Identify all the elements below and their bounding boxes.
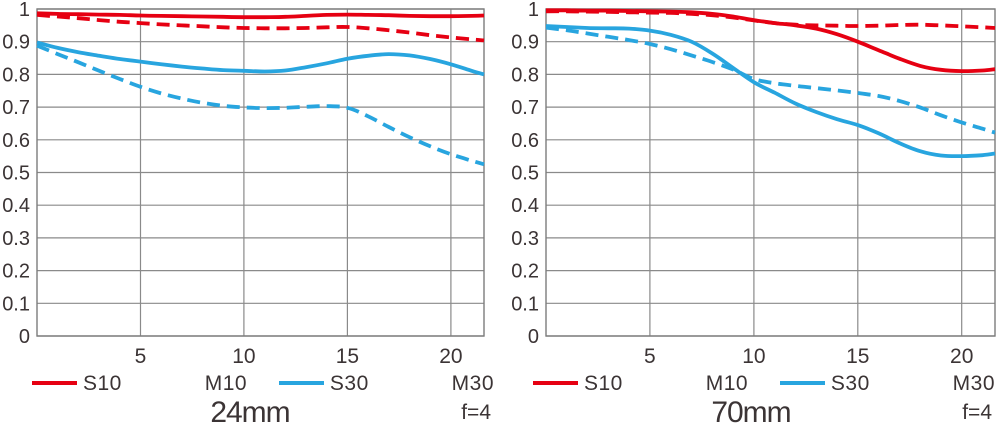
legend-label-s10: S10 [83,371,122,395]
x-tick-label: 20 [439,345,462,368]
legend-swatch-dashed-m10 [154,381,199,385]
y-tick-label: 0.2 [511,261,539,283]
y-tick-label: 0.9 [2,32,30,54]
x-tick-label: 15 [846,345,869,368]
x-tick-label: 20 [950,345,973,368]
legend-item-m10: M10 [655,373,748,394]
y-tick-label: 0.1 [2,293,30,315]
y-tick-label: 0.4 [511,195,539,217]
legend-label-m10: M10 [204,371,248,395]
y-tick-label: 0 [19,326,30,348]
y-tick-label: 0.3 [2,228,30,250]
focal-length-label: 24mm [210,396,290,429]
legend-swatch-solid-s10 [32,381,77,385]
y-tick-label: 0.4 [2,195,30,217]
curve-s10 [545,8,996,74]
legend-label-s10: S10 [584,371,623,395]
y-tick-label: 0.1 [511,293,539,315]
legend-item-s30: S30 [278,371,369,395]
x-tick-label: 15 [336,345,359,368]
legend-label-m30: M30 [952,371,995,395]
legend-label-m10: M10 [705,371,749,395]
legend-swatch-dashed-m30 [401,381,446,385]
legend-70mm: S10 M10 S30 M30 [501,371,1001,395]
y-tick-label: 1 [19,0,30,21]
y-tick-label: 0.3 [511,228,539,250]
y-tick-label: 0.7 [2,97,30,119]
legend-swatch-solid-s10 [533,381,578,385]
caption-70mm: 70mm f=4 [501,396,1001,429]
aperture-label: f=4 [461,401,491,424]
x-tick-label: 10 [232,345,255,368]
curve-s10 [36,11,485,20]
y-tick-label: 0.9 [511,32,539,54]
mtf-chart-24mm: 0 0.1 0.2 0.3 0.4 0.5 0.6 0.7 0.8 0.9 1 5 10 15 20 S10… [0,0,500,429]
plot-area-24mm: 0 0.1 0.2 0.3 0.4 0.5 0.6 0.7 0.8 0.9 1 5 10 15 20 [0,0,500,368]
curve-m30 [36,43,485,167]
plot-border [36,8,485,337]
x-tick-label: 5 [135,345,147,368]
legend-item-m30: M30 [902,373,995,394]
legend-item-m10: M10 [154,373,247,394]
curve-s30 [36,40,485,77]
y-tick-label: 0.6 [2,130,30,152]
y-tick-label: 0.5 [2,163,30,185]
legend-swatch-dashed-m30 [902,381,947,385]
y-tick-label: 0.7 [511,97,539,119]
curve-m10 [545,9,996,30]
y-tick-label: 1 [528,0,539,21]
curve-s30 [545,24,996,159]
curve-m30 [545,25,996,135]
legend-item-s30: S30 [779,371,870,395]
legend-label-s30: S30 [329,371,369,395]
curve-m10 [36,13,485,43]
legend-item-s10: S10 [32,373,122,394]
x-tick-label: 10 [742,345,765,368]
legend-swatch-dashed-m10 [655,381,700,385]
aperture-label: f=4 [962,401,992,424]
legend-24mm: S10 M10 S30 M30 [0,371,500,395]
plot-border [545,8,996,337]
legend-item-m30: M30 [401,373,494,394]
y-tick-label: 0.6 [511,130,539,152]
legend-item-s10: S10 [533,373,623,394]
legend-label-s30: S30 [830,371,870,395]
legend-swatch-solid-s30 [278,381,324,385]
legend-label-m30: M30 [451,371,494,395]
y-tick-label: 0 [528,326,539,348]
plot-area-70mm: 0 0.1 0.2 0.3 0.4 0.5 0.6 0.7 0.8 0.9 1 5 10 15 20 [501,0,1001,368]
legend-swatch-solid-s30 [779,381,825,385]
y-tick-label: 0.8 [511,64,539,86]
caption-24mm: 24mm f=4 [0,396,500,429]
y-tick-label: 0.5 [511,163,539,185]
x-tick-label: 5 [644,345,656,368]
chart-svg-24mm: 00.10.20.30.40.50.60.70.80.915 10 15 20 [2,0,485,368]
focal-length-label: 70mm [711,396,791,429]
mtf-chart-70mm: 0 0.1 0.2 0.3 0.4 0.5 0.6 0.7 0.8 0.9 1 5 10 15 20 S10… [501,0,1001,429]
chart-svg-70mm: 00.10.20.30.40.50.60.70.80.915 10 15 20 [511,0,996,368]
y-tick-label: 0.2 [2,261,30,283]
y-tick-label: 0.8 [2,64,30,86]
